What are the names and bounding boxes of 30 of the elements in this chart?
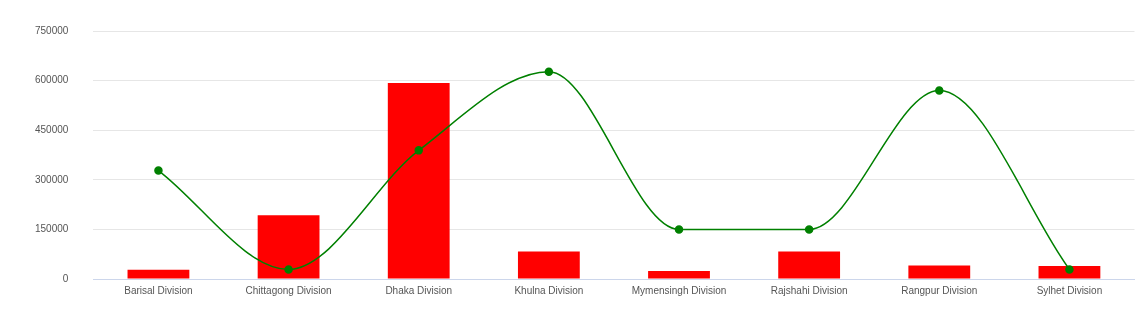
bar xyxy=(908,265,971,279)
bar xyxy=(517,251,580,279)
point xyxy=(674,225,684,234)
point xyxy=(804,225,814,234)
x-tick-label: Khulna Division xyxy=(514,284,584,296)
y-tick-label: 300000 xyxy=(34,173,69,185)
y-tick-label: 0 xyxy=(62,272,69,284)
point xyxy=(1065,265,1074,274)
x-tick-label: Rajshahi Division xyxy=(770,284,848,296)
bar xyxy=(778,251,841,279)
bar xyxy=(127,269,190,279)
point xyxy=(935,86,944,95)
x-tick-label: Barisal Division xyxy=(124,284,193,296)
bar xyxy=(387,82,450,279)
x-tick-label: Dhaka Division xyxy=(385,284,453,296)
point xyxy=(284,265,293,274)
x-tick-label: Sylhet Division xyxy=(1036,284,1103,296)
point xyxy=(154,166,163,175)
x-tick-label: Rangpur Division xyxy=(901,284,978,296)
bar xyxy=(648,271,710,279)
x-tick-label: Chittagong Division xyxy=(245,284,332,296)
y-tick-label: 750000 xyxy=(34,24,69,36)
y-tick-label: 450000 xyxy=(34,123,69,135)
point xyxy=(544,67,554,76)
y-tick-label: 600000 xyxy=(34,74,69,86)
y-tick-label: 150000 xyxy=(34,223,69,235)
x-tick-label: Mymensingh Division xyxy=(631,284,727,296)
bar xyxy=(257,215,320,279)
point xyxy=(414,146,423,155)
bar xyxy=(1038,266,1101,279)
